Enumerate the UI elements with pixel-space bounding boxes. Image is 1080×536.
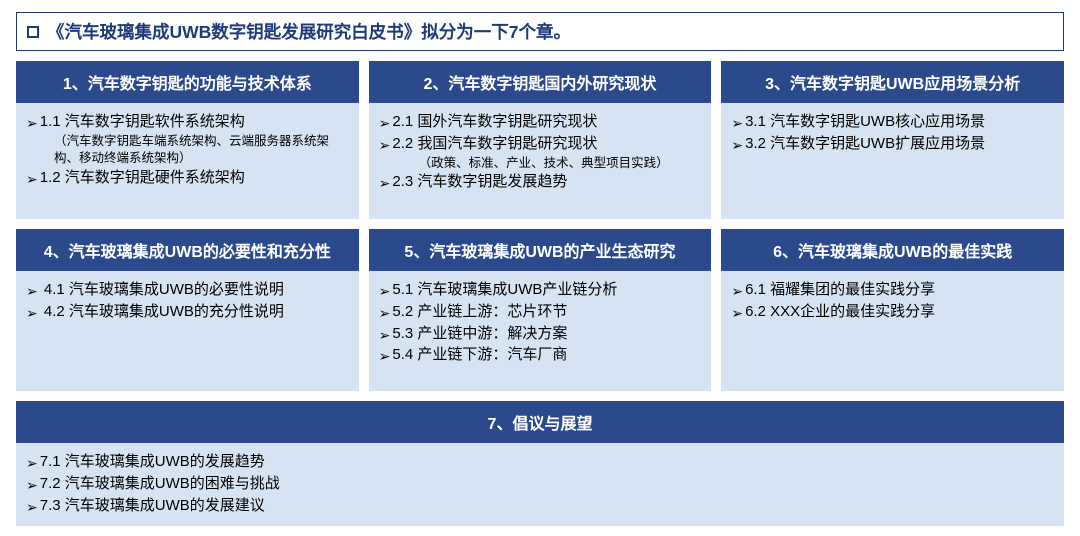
item-text: 7.2 汽车玻璃集成UWB的困难与挑战 — [40, 473, 280, 495]
chevron-right-icon: ➢ — [379, 135, 391, 155]
chevron-right-icon: ➢ — [379, 281, 391, 301]
chapter-card: 4、汽车玻璃集成UWB的必要性和充分性 ➢ 4.1 汽车玻璃集成UWB的必要性说… — [16, 229, 359, 391]
list-item: ➢5.2 产业链上游：芯片环节 — [379, 301, 702, 323]
item-text: 2.1 国外汽车数字钥匙研究现状 — [392, 111, 597, 133]
chevron-right-icon: ➢ — [26, 497, 38, 517]
item-text: 5.3 产业链中游：解决方案 — [392, 323, 567, 345]
item-text: 5.4 产业链下游：汽车厂商 — [392, 344, 567, 366]
item-text: 7.3 汽车玻璃集成UWB的发展建议 — [40, 495, 265, 517]
chapter-card: 3、汽车数字钥匙UWB应用场景分析 ➢3.1 汽车数字钥匙UWB核心应用场景 ➢… — [721, 61, 1064, 219]
chevron-right-icon: ➢ — [379, 303, 391, 323]
item-subtext: （汽车数字钥匙车端系统架构、云端服务器系统架构、移动终端系统架构） — [26, 133, 349, 167]
list-item: ➢7.1 汽车玻璃集成UWB的发展趋势 — [26, 451, 1054, 473]
list-item: ➢5.4 产业链下游：汽车厂商 — [379, 344, 702, 366]
chapter-body: ➢6.1 福耀集团的最佳实践分享 ➢6.2 XXX企业的最佳实践分享 — [721, 271, 1064, 391]
item-text: 2.3 汽车数字钥匙发展趋势 — [392, 171, 567, 193]
chapter-header: 1、汽车数字钥匙的功能与技术体系 — [16, 61, 359, 103]
item-text: 1.2 汽车数字钥匙硬件系统架构 — [40, 167, 245, 189]
item-text: 3.1 汽车数字钥匙UWB核心应用场景 — [745, 111, 985, 133]
chevron-right-icon: ➢ — [26, 475, 38, 495]
title-bullet-icon — [27, 26, 39, 38]
chapter-card: 5、汽车玻璃集成UWB的产业生态研究 ➢5.1 汽车玻璃集成UWB产业链分析 ➢… — [369, 229, 712, 391]
chevron-right-icon: ➢ — [26, 303, 38, 323]
list-item: ➢ 4.2 汽车玻璃集成UWB的充分性说明 — [26, 301, 349, 323]
list-item: ➢1.2 汽车数字钥匙硬件系统架构 — [26, 167, 349, 189]
list-item: ➢3.1 汽车数字钥匙UWB核心应用场景 — [731, 111, 1054, 133]
chevron-right-icon: ➢ — [379, 346, 391, 366]
chevron-right-icon: ➢ — [731, 281, 743, 301]
item-text: 1.1 汽车数字钥匙软件系统架构 — [40, 111, 245, 133]
item-text: 3.2 汽车数字钥匙UWB扩展应用场景 — [745, 133, 985, 155]
list-item: ➢3.2 汽车数字钥匙UWB扩展应用场景 — [731, 133, 1054, 155]
chapters-row-1: 1、汽车数字钥匙的功能与技术体系 ➢1.1 汽车数字钥匙软件系统架构 （汽车数字… — [16, 61, 1064, 219]
list-item: ➢5.1 汽车玻璃集成UWB产业链分析 — [379, 279, 702, 301]
chapter-card: 2、汽车数字钥匙国内外研究现状 ➢2.1 国外汽车数字钥匙研究现状 ➢2.2 我… — [369, 61, 712, 219]
chevron-right-icon: ➢ — [26, 453, 38, 473]
list-item: ➢7.2 汽车玻璃集成UWB的困难与挑战 — [26, 473, 1054, 495]
chapter-card-full: 7、倡议与展望 ➢7.1 汽车玻璃集成UWB的发展趋势 ➢7.2 汽车玻璃集成U… — [16, 401, 1064, 526]
chapter-card: 6、汽车玻璃集成UWB的最佳实践 ➢6.1 福耀集团的最佳实践分享 ➢6.2 X… — [721, 229, 1064, 391]
item-subtext: （政策、标准、产业、技术、典型项目实践） — [379, 155, 702, 172]
item-text: 4.2 汽车玻璃集成UWB的充分性说明 — [44, 301, 284, 323]
chapter-header: 7、倡议与展望 — [16, 401, 1064, 443]
item-text: 4.1 汽车玻璃集成UWB的必要性说明 — [44, 279, 284, 301]
page-title: 《汽车玻璃集成UWB数字钥匙发展研究白皮书》拟分为一下7个章。 — [47, 19, 571, 44]
chapter-card: 1、汽车数字钥匙的功能与技术体系 ➢1.1 汽车数字钥匙软件系统架构 （汽车数字… — [16, 61, 359, 219]
chapter-header: 4、汽车玻璃集成UWB的必要性和充分性 — [16, 229, 359, 271]
chevron-right-icon: ➢ — [731, 135, 743, 155]
item-text: 7.1 汽车玻璃集成UWB的发展趋势 — [40, 451, 265, 473]
chevron-right-icon: ➢ — [731, 113, 743, 133]
list-item: ➢2.1 国外汽车数字钥匙研究现状 — [379, 111, 702, 133]
item-text: 5.2 产业链上游：芯片环节 — [392, 301, 567, 323]
chevron-right-icon: ➢ — [26, 169, 38, 189]
list-item: ➢ 4.1 汽车玻璃集成UWB的必要性说明 — [26, 279, 349, 301]
list-item: ➢2.2 我国汽车数字钥匙研究现状 — [379, 133, 702, 155]
list-item: ➢7.3 汽车玻璃集成UWB的发展建议 — [26, 495, 1054, 517]
list-item: ➢6.2 XXX企业的最佳实践分享 — [731, 301, 1054, 323]
item-text: 2.2 我国汽车数字钥匙研究现状 — [392, 133, 597, 155]
chevron-right-icon: ➢ — [379, 113, 391, 133]
list-item: ➢6.1 福耀集团的最佳实践分享 — [731, 279, 1054, 301]
list-item: ➢1.1 汽车数字钥匙软件系统架构 — [26, 111, 349, 133]
list-item: ➢2.3 汽车数字钥匙发展趋势 — [379, 171, 702, 193]
chapter-body: ➢3.1 汽车数字钥匙UWB核心应用场景 ➢3.2 汽车数字钥匙UWB扩展应用场… — [721, 103, 1064, 219]
title-bar: 《汽车玻璃集成UWB数字钥匙发展研究白皮书》拟分为一下7个章。 — [16, 12, 1064, 51]
chapter-body: ➢1.1 汽车数字钥匙软件系统架构 （汽车数字钥匙车端系统架构、云端服务器系统架… — [16, 103, 359, 219]
chevron-right-icon: ➢ — [379, 325, 391, 345]
chapter-header: 5、汽车玻璃集成UWB的产业生态研究 — [369, 229, 712, 271]
chapters-row-2: 4、汽车玻璃集成UWB的必要性和充分性 ➢ 4.1 汽车玻璃集成UWB的必要性说… — [16, 229, 1064, 391]
chapter-body: ➢5.1 汽车玻璃集成UWB产业链分析 ➢5.2 产业链上游：芯片环节 ➢5.3… — [369, 271, 712, 391]
list-item: ➢5.3 产业链中游：解决方案 — [379, 323, 702, 345]
chevron-right-icon: ➢ — [731, 303, 743, 323]
chevron-right-icon: ➢ — [26, 113, 38, 133]
chapter-body: ➢2.1 国外汽车数字钥匙研究现状 ➢2.2 我国汽车数字钥匙研究现状 （政策、… — [369, 103, 712, 219]
chevron-right-icon: ➢ — [26, 281, 38, 301]
item-text: 5.1 汽车玻璃集成UWB产业链分析 — [392, 279, 617, 301]
chapter-header: 6、汽车玻璃集成UWB的最佳实践 — [721, 229, 1064, 271]
item-text: 6.1 福耀集团的最佳实践分享 — [745, 279, 935, 301]
chevron-right-icon: ➢ — [379, 173, 391, 193]
chapter-header: 2、汽车数字钥匙国内外研究现状 — [369, 61, 712, 103]
chapter-body: ➢7.1 汽车玻璃集成UWB的发展趋势 ➢7.2 汽车玻璃集成UWB的困难与挑战… — [16, 443, 1064, 526]
chapter-body: ➢ 4.1 汽车玻璃集成UWB的必要性说明 ➢ 4.2 汽车玻璃集成UWB的充分… — [16, 271, 359, 391]
item-text: 6.2 XXX企业的最佳实践分享 — [745, 301, 935, 323]
chapter-header: 3、汽车数字钥匙UWB应用场景分析 — [721, 61, 1064, 103]
